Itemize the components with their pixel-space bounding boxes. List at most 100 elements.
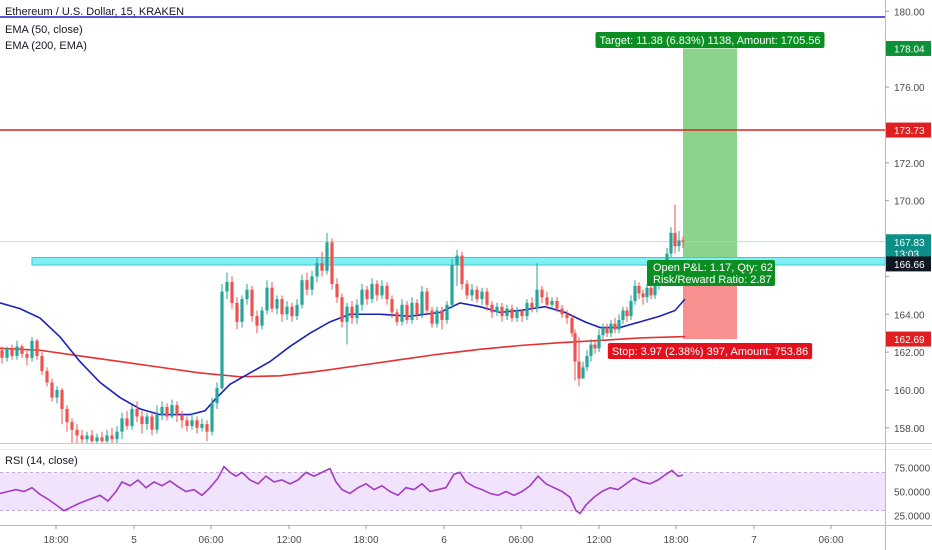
candle [485, 287, 489, 311]
candle-body [605, 327, 609, 334]
candle [40, 352, 44, 375]
candle [641, 289, 645, 305]
x-tick-label: 06:00 [818, 535, 843, 546]
candle [135, 401, 139, 423]
symbol-title[interactable]: Ethereum / U.S. Dollar, 15, KRAKEN [5, 6, 185, 18]
candle-body [540, 289, 544, 298]
price-badge-label: 178.04 [894, 44, 925, 55]
candle [510, 304, 514, 322]
candle [180, 410, 184, 428]
candle [70, 418, 74, 443]
candle [10, 344, 14, 360]
rsi-tick-label: 25.0000 [894, 511, 931, 522]
price-pane [0, 16, 885, 443]
candle [195, 416, 199, 434]
rsi-tick-label: 50.0000 [894, 488, 931, 499]
candle [375, 280, 379, 302]
y-tick-label: 158.00 [894, 424, 925, 435]
target-label: Target: 11.38 (6.83%) 1138, Amount: 1705… [595, 32, 825, 48]
candle-body [350, 306, 354, 319]
candle [460, 251, 464, 290]
candle [235, 297, 239, 330]
stop-label-text: Stop: 3.97 (2.38%) 397, Amount: 753.86 [612, 346, 808, 358]
ema50-line [0, 298, 686, 416]
candle [295, 299, 299, 320]
candle-body [150, 416, 154, 430]
candle [455, 249, 459, 286]
candles [0, 204, 685, 443]
rsi-legend[interactable]: RSI (14, close) [5, 455, 78, 467]
candle-body [130, 408, 134, 426]
price-badge: 162.69 [886, 331, 931, 347]
price-badge-bg [886, 331, 931, 347]
candle-body [510, 308, 514, 319]
candle-body [625, 310, 629, 317]
candle-body [10, 348, 14, 356]
candle [445, 301, 449, 324]
candle [330, 238, 334, 290]
candle-body [180, 414, 184, 421]
candle-body [520, 310, 524, 317]
y-tick-label: 172.00 [894, 159, 925, 170]
candle [365, 285, 369, 305]
candle-body [255, 316, 259, 326]
candle-body [110, 435, 114, 440]
candle [305, 272, 309, 296]
candle [45, 367, 49, 387]
candle-body [70, 422, 74, 430]
candle-body [115, 431, 119, 440]
candle-body [40, 355, 44, 372]
candle-body [460, 255, 464, 284]
ema200-line [0, 335, 686, 378]
candle [165, 403, 169, 421]
candle-body [240, 299, 244, 322]
ema200-legend[interactable]: EMA (200, EMA) [5, 40, 87, 52]
candle [450, 259, 454, 309]
candle [475, 285, 479, 303]
x-tick-label: 6 [441, 535, 447, 546]
candle [500, 302, 504, 322]
ema50-legend[interactable]: EMA (50, close) [5, 24, 83, 36]
candle-body [565, 314, 569, 319]
candle [155, 405, 159, 434]
candle [285, 301, 289, 320]
candle-body [410, 302, 414, 320]
candle-body [445, 304, 449, 320]
candle-body [555, 301, 559, 309]
x-tick-label: 7 [751, 535, 757, 546]
candle [35, 338, 39, 360]
candle-body [275, 299, 279, 309]
candle [310, 270, 314, 296]
candle [480, 287, 484, 305]
candle [175, 401, 179, 423]
candle-body [35, 340, 39, 356]
candle-body [170, 405, 174, 417]
candle-body [370, 283, 374, 300]
candle [589, 338, 593, 362]
candle-body [420, 291, 424, 315]
candle-body [597, 335, 601, 349]
candle-body [340, 297, 344, 322]
candle-body [230, 282, 234, 303]
candle-body [589, 344, 593, 356]
candle-body [490, 304, 494, 313]
candle-body [260, 310, 264, 326]
candle-body [60, 389, 64, 409]
candle-body [545, 297, 549, 305]
x-tick-label: 06:00 [508, 535, 533, 546]
candle [405, 301, 409, 324]
candle [495, 302, 499, 317]
candle [420, 285, 424, 319]
y-tick-label: 176.00 [894, 83, 925, 94]
candle [200, 418, 204, 432]
price-badge: 167.83 [886, 234, 931, 250]
candle [360, 283, 364, 311]
price-badge-label: 162.69 [894, 335, 925, 346]
candle [415, 299, 419, 320]
candle [625, 306, 629, 322]
candle-body [385, 285, 389, 300]
candle-body [535, 289, 539, 309]
candle-body [245, 289, 249, 300]
candle [645, 283, 649, 303]
